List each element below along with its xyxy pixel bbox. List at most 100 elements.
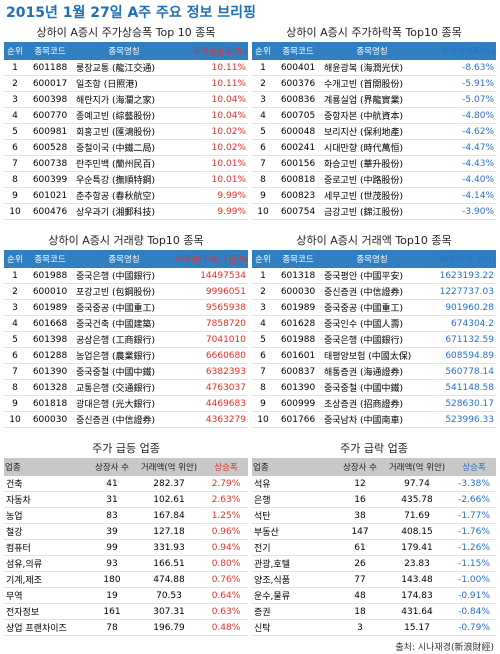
cell: 601766	[274, 411, 322, 428]
cell: 농업은행 (農業銀行)	[74, 347, 174, 364]
column-header: 순위	[252, 42, 274, 60]
table-row: 운수,물류 48 174.83 -0.91%	[252, 587, 496, 604]
cell: 무역	[4, 587, 90, 604]
cell: 523996.33	[422, 411, 496, 428]
cell: 중국남차 (中國南車)	[322, 411, 422, 428]
table-row: 10 600476 상우과기 (湘郵科技) 9.99%	[4, 203, 248, 220]
cell: 양조,식품	[252, 571, 338, 588]
cell: 600528	[26, 139, 74, 156]
cell: 474.88	[134, 571, 204, 588]
table-row: 2 600376 수개고빈 (首開股份) -5.91%	[252, 75, 496, 92]
cell: 10	[252, 411, 274, 428]
cell: -0.79%	[452, 619, 496, 636]
cell: 4	[252, 107, 274, 124]
table-row: 10 600754 금강고빈 (錦江股份) -3.90%	[252, 203, 496, 220]
cell: 93	[90, 555, 134, 572]
cell: 6382393	[174, 363, 248, 380]
table-row: 8 601390 중국중철 (中國中鐵) 541148.58	[252, 379, 496, 396]
column-header: 순위	[4, 250, 26, 268]
cell: 600399	[26, 171, 74, 188]
cell: 9	[252, 187, 274, 204]
cell: 600836	[274, 91, 322, 108]
cell: 룽장교통 (龍江交通)	[74, 60, 174, 76]
table-row: 8 600399 우순특강 (撫順特鋼) 10.01%	[4, 171, 248, 188]
cell: 600770	[26, 107, 74, 124]
cell: -0.91%	[452, 587, 496, 604]
cell: 5	[252, 331, 274, 348]
cell: 38	[338, 507, 382, 524]
cell: 광대은행 (光大銀行)	[74, 395, 174, 412]
cell: 31	[90, 491, 134, 508]
cell: 1	[252, 268, 274, 284]
table-row: 철강 39 127.18 0.96%	[4, 523, 248, 540]
column-header: 상장사 수	[338, 458, 382, 476]
cell: 기계,제조	[4, 571, 90, 588]
table-row: 3 601989 중국중공 (中國重工) 9565938	[4, 299, 248, 316]
cell: 중국은행 (中國銀行)	[74, 268, 174, 284]
cell: 상업 프랜차이즈	[4, 619, 90, 636]
cell: 7	[252, 155, 274, 172]
cell: 3	[4, 91, 26, 108]
cell: 167.84	[134, 507, 204, 524]
cell: 671132.59	[422, 331, 496, 348]
cell: 컴퓨터	[4, 539, 90, 556]
cell: -1.00%	[452, 571, 496, 588]
table-row: 1 601988 중국은행 (中國銀行) 14497534	[4, 268, 248, 284]
table-row: 은행 16 435.78 -2.66%	[252, 491, 496, 508]
cell: 147	[338, 523, 382, 540]
cell: 331.93	[134, 539, 204, 556]
cell: 70.53	[134, 587, 204, 604]
table-row: 1 600401 해윤광복 (海潤光伏) -8.63%	[252, 60, 496, 76]
cell: 6	[4, 139, 26, 156]
table-row: 4 601628 중국인수 (中國人壽) 674304.2	[252, 315, 496, 332]
cell: -4.80%	[422, 107, 496, 124]
cell: 2	[4, 75, 26, 92]
table-row: 6 601288 농업은행 (農業銀行) 6660680	[4, 347, 248, 364]
column-header: 거래액(억 위안)	[134, 458, 204, 476]
cell: 600030	[26, 411, 74, 428]
cell: 528630.17	[422, 395, 496, 412]
cell: 48	[338, 587, 382, 604]
column-header: 상승폭	[204, 458, 248, 476]
cell: 태평양보험 (中國太保)	[322, 347, 422, 364]
table-row: 7 600156 화승고빈 (華升股份) -4.43%	[252, 155, 496, 172]
table-row: 5 600048 보리지산 (保利地產) -4.62%	[252, 123, 496, 140]
table-row: 6 600241 시대만향 (時代萬恒) -4.47%	[252, 139, 496, 156]
column-header: 주가상승폭(%)	[174, 42, 248, 60]
column-header: 업종	[252, 458, 338, 476]
column-header: 종목코드	[26, 42, 74, 60]
cell: 0.48%	[204, 619, 248, 636]
cell: 춘추항공 (春秋航空)	[74, 187, 174, 204]
data-table: 순위 종목코드 종목명칭 거래액(만 위안) 1 601318 중국평안 (中國平安) 162…	[252, 250, 496, 428]
cell: 10.02%	[174, 123, 248, 140]
cell: 10.01%	[174, 171, 248, 188]
cell: 시대만향 (時代萬恒)	[322, 139, 422, 156]
cell: 2.79%	[204, 476, 248, 492]
cell: 600981	[26, 123, 74, 140]
cell: 179.41	[382, 539, 452, 556]
cell: 4	[4, 107, 26, 124]
table-row: 부동산 147 408.15 -1.76%	[252, 523, 496, 540]
cell: 6	[252, 139, 274, 156]
cell: 901960.28	[422, 299, 496, 316]
cell: 600738	[26, 155, 74, 172]
cell: -1.77%	[452, 507, 496, 524]
cell: 282.37	[134, 476, 204, 492]
cell: 0.96%	[204, 523, 248, 540]
cell: 601318	[274, 268, 322, 284]
header-row: 업종 상장사 수 거래액(억 위안) 상승폭	[252, 458, 496, 476]
table-title: 상하이 A증시 거래량 Top10 종목	[48, 234, 204, 247]
cell: 회홍고빈 (匯鴻股份)	[74, 123, 174, 140]
column-header: 종목명칭	[322, 250, 422, 268]
cell: 601328	[26, 379, 74, 396]
cell: 8	[252, 379, 274, 396]
cell: 2	[252, 283, 274, 300]
cell: 541148.58	[422, 379, 496, 396]
cell: 9	[4, 395, 26, 412]
cell: 127.18	[134, 523, 204, 540]
table-row: 관광,호텔 26 23.83 -1.15%	[252, 555, 496, 572]
header-row: 순위 종목코드 종목명칭 거래액(만 위안)	[252, 250, 496, 268]
cell: 601188	[26, 60, 74, 76]
cell: 보리지산 (保利地產)	[322, 123, 422, 140]
table-block: 상하이 A증시 거래량 Top10 종목 순위 종목코드 종목명칭 거래량(주식, 1단…	[4, 232, 248, 428]
